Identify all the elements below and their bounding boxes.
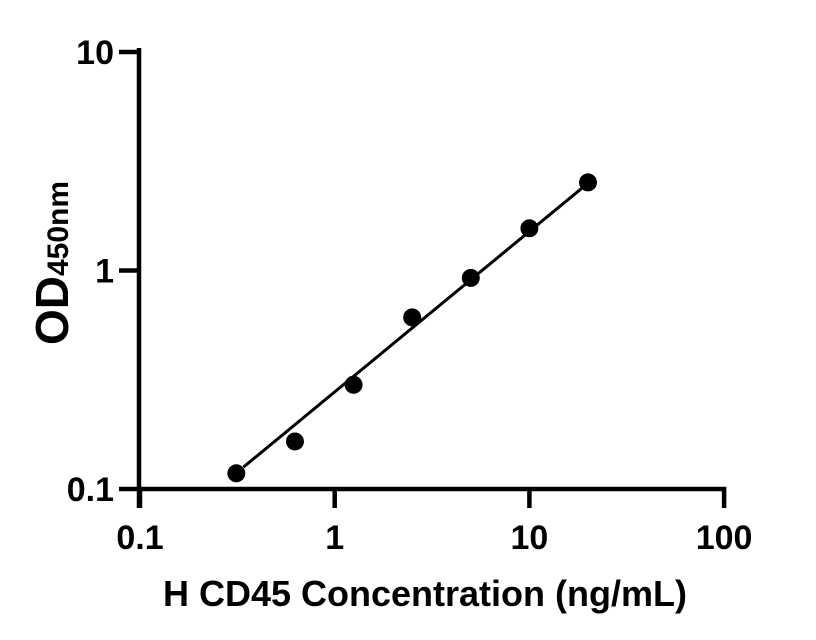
x-tick-label: 1 [325,519,344,557]
x-tick-label: 100 [696,519,753,557]
data-point [579,173,598,192]
axes [119,48,727,508]
y-axis-title-sub: 450nm [42,181,75,276]
y-tick-label: 1 [95,253,114,291]
x-axis-title: H CD45 Concentration (ng/mL) [163,573,687,614]
data-point [461,268,480,287]
y-tick-label: 0.1 [67,471,114,509]
data-point [403,308,422,327]
x-tick-label: 0.1 [116,519,163,557]
data-points-layer [227,173,598,483]
data-point [285,432,304,451]
tick-labels-layer: 0.1 1 10 100 0.1 1 10 [67,34,753,557]
y-axis-title: OD450nm [26,181,78,345]
y-axis-title-main: OD [26,276,78,345]
data-point [227,464,246,483]
y-tick-label: 10 [76,34,114,72]
data-point [344,375,363,394]
data-point [520,219,539,238]
x-tick-label: 10 [510,519,548,557]
